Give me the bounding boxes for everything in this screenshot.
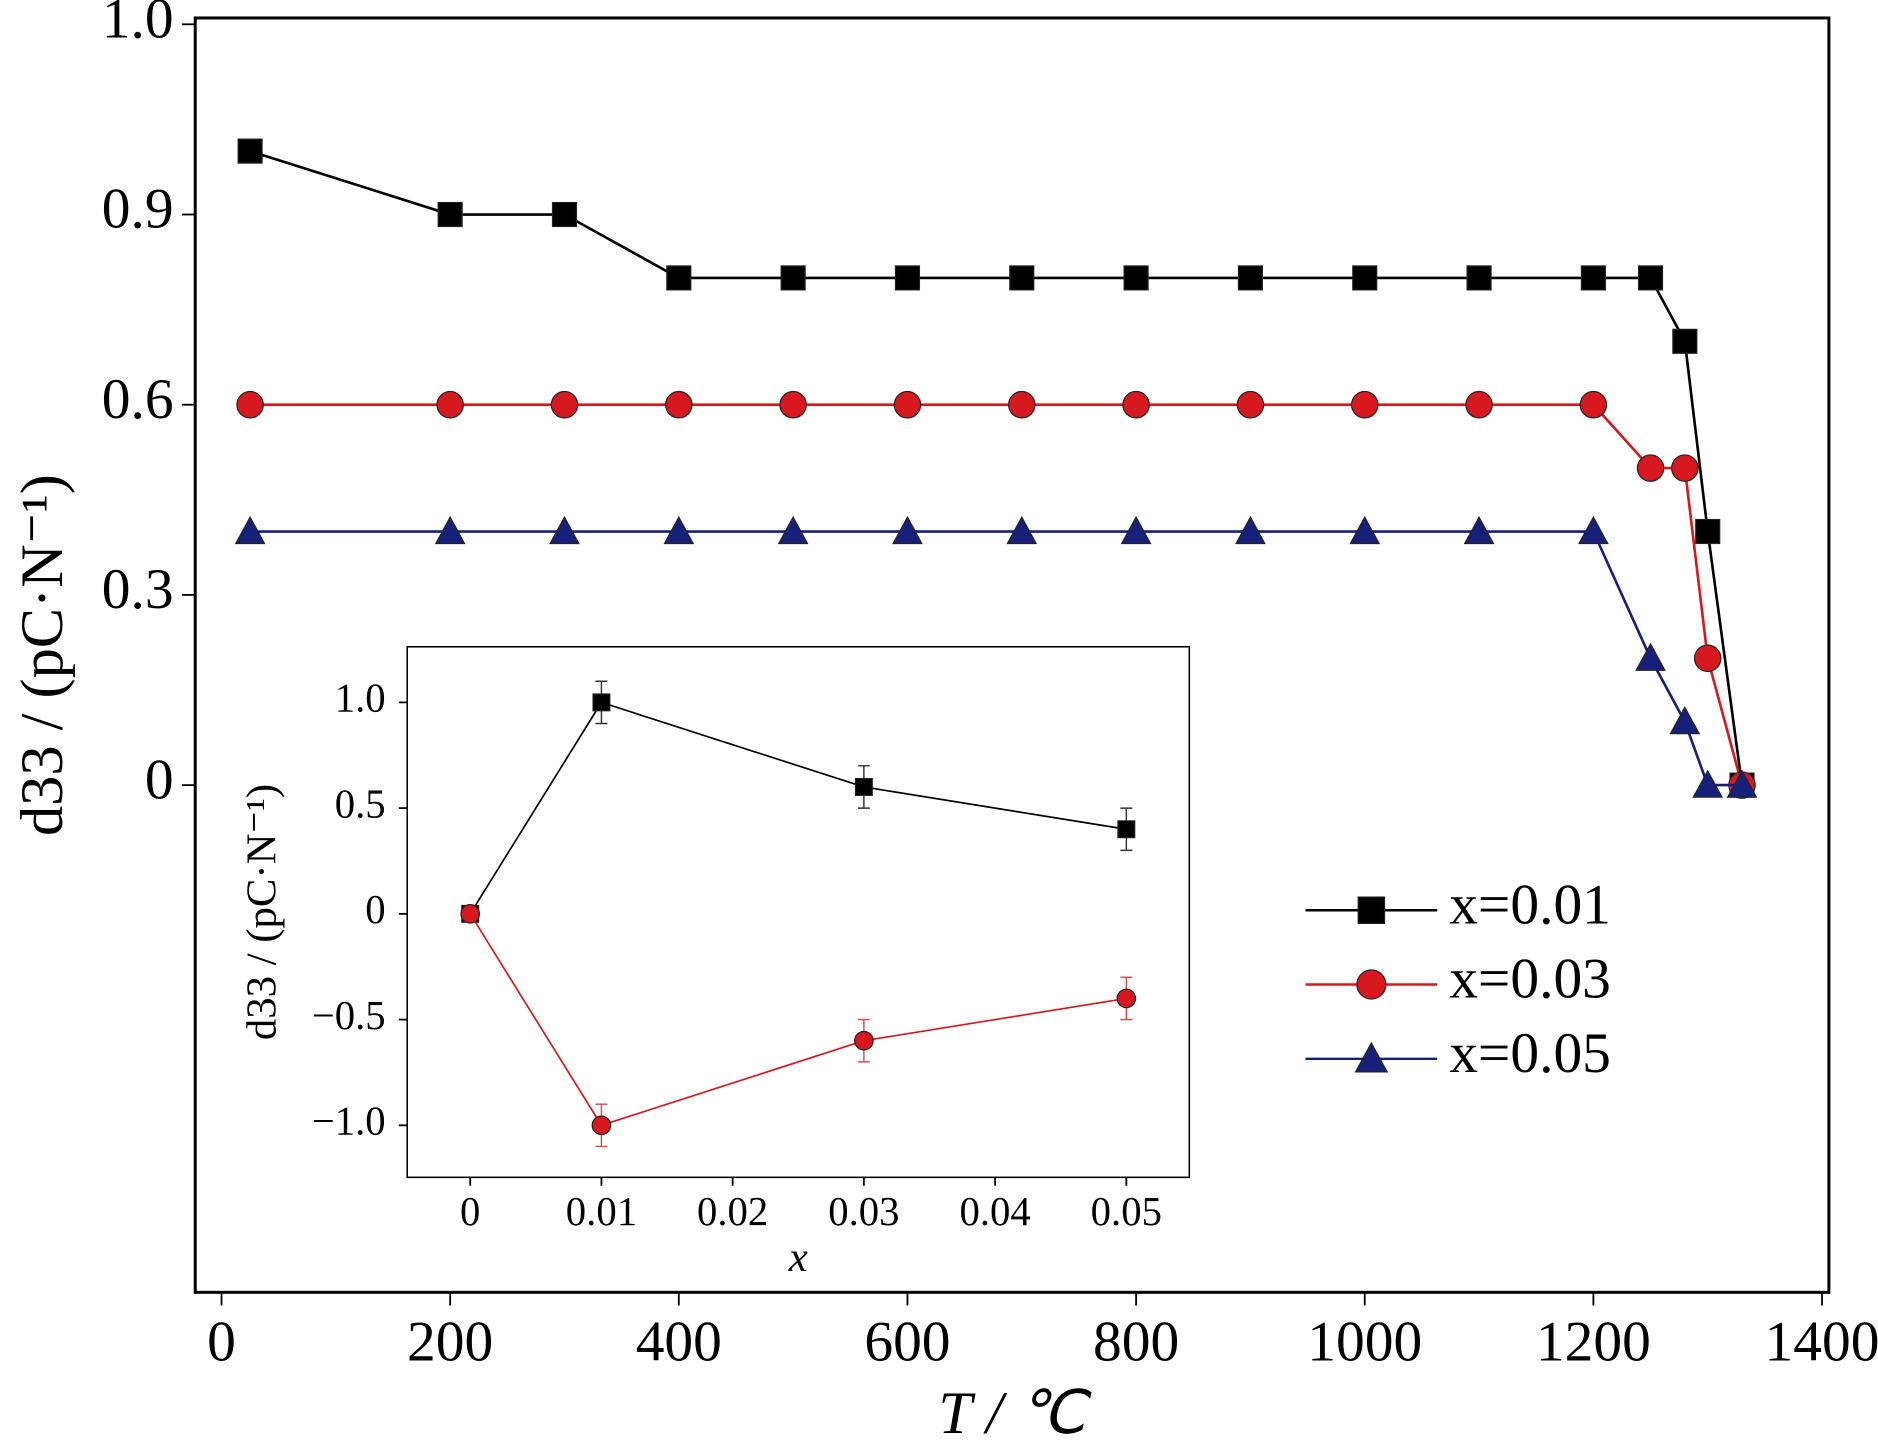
marker [854, 1030, 874, 1051]
marker [1120, 515, 1152, 545]
x-axis-title: x [788, 1234, 808, 1281]
x-axis-title: T / ℃ [938, 1380, 1091, 1447]
marker [1692, 769, 1724, 798]
marker [1635, 642, 1666, 671]
legend-marker [1354, 1041, 1389, 1073]
marker [854, 777, 873, 796]
marker [551, 201, 578, 228]
marker [1636, 454, 1665, 482]
marker [1349, 515, 1381, 545]
plot-root: 0 200 400 600 800 1000 1200 1400 0 0.3 0.6 0.9 1.0 T … [9, 0, 1878, 1447]
legend-label: x=0.03 [1449, 948, 1611, 1011]
legend-label: x=0.01 [1449, 873, 1611, 936]
x-tick-label: 0 [207, 1311, 236, 1374]
marker [592, 693, 611, 712]
marker [1466, 265, 1492, 291]
marker [780, 265, 806, 291]
marker [549, 515, 580, 545]
plot-area [406, 645, 1191, 1179]
marker [1122, 390, 1150, 419]
x-tick-label: 800 [1093, 1311, 1179, 1374]
plot: 0 0.01 0.02 0.03 0.04 0.05 −1.0 −0.5 0 0.5 1.0 x d33… [239, 645, 1191, 1281]
marker [1579, 390, 1608, 419]
x-tick-label: 1000 [1307, 1311, 1422, 1374]
series-line [249, 149, 1744, 786]
y-tick-label: 0.6 [102, 368, 174, 431]
x-tick-label: 0.05 [1091, 1189, 1162, 1234]
marker [1695, 518, 1721, 545]
series-line [469, 913, 1127, 1127]
marker [1669, 706, 1701, 735]
y-tick-label: 0 [365, 887, 385, 932]
x-tick-label: 0.02 [697, 1189, 768, 1234]
series-line [250, 530, 1743, 787]
marker [1672, 328, 1698, 354]
y-tick-label: 1.0 [102, 0, 174, 50]
marker [892, 515, 923, 545]
marker [1235, 515, 1266, 545]
marker [1637, 265, 1664, 291]
series-line [469, 701, 1127, 915]
marker [550, 390, 579, 419]
marker [1578, 515, 1609, 545]
x-tick-label: 0.04 [959, 1189, 1030, 1234]
y-tick-label: 0.5 [335, 781, 386, 826]
marker [236, 390, 264, 419]
legend-marker [1357, 896, 1386, 925]
x-tick-label: 0.01 [566, 1189, 637, 1234]
marker [665, 390, 693, 419]
marker [591, 1115, 612, 1136]
marker [1671, 454, 1699, 482]
marker [1009, 265, 1035, 291]
marker [1465, 390, 1493, 419]
marker [437, 201, 463, 228]
marker [663, 515, 695, 545]
x-tick-label: 200 [407, 1311, 493, 1374]
marker [1580, 265, 1606, 291]
series-line [250, 403, 1744, 786]
x-tick-label: 0.03 [828, 1189, 899, 1234]
marker [234, 515, 266, 545]
x-tick-label: 600 [864, 1311, 950, 1374]
marker [1693, 644, 1722, 673]
marker [1352, 265, 1378, 291]
marker [1123, 265, 1149, 291]
marker [779, 390, 807, 419]
marker [237, 138, 263, 164]
x-tick-label: 400 [636, 1311, 722, 1374]
marker [1006, 515, 1038, 545]
marker [1116, 988, 1137, 1009]
y-tick-label: 1.0 [335, 676, 386, 721]
x-tick-label: 0 [460, 1189, 480, 1234]
marker [777, 515, 809, 545]
y-tick-label: 0.3 [102, 558, 174, 621]
y-tick-label: 0.9 [102, 178, 174, 241]
y-axis-title: d33 / (pC·N⁻¹) [239, 784, 286, 1040]
x-tick-label: 1400 [1765, 1311, 1878, 1374]
marker [894, 265, 921, 291]
marker [460, 904, 481, 924]
marker [1237, 265, 1263, 291]
y-tick-label: −1.0 [312, 1099, 386, 1144]
y-axis-title: d33 / (pC·N⁻¹) [9, 474, 76, 836]
marker [1008, 390, 1036, 419]
marker [1726, 769, 1758, 798]
x-tick-label: 1200 [1536, 1311, 1651, 1374]
marker [893, 390, 922, 419]
legend-label: x=0.05 [1449, 1022, 1611, 1085]
marker [436, 390, 464, 419]
legend-marker [1356, 969, 1387, 1000]
marker [1350, 390, 1379, 419]
y-tick-label: 0 [145, 748, 174, 811]
marker [1236, 390, 1265, 419]
marker [434, 515, 466, 545]
y-tick-label: −0.5 [312, 993, 386, 1038]
marker [666, 265, 692, 291]
marker [1463, 515, 1495, 545]
marker [1117, 820, 1136, 839]
